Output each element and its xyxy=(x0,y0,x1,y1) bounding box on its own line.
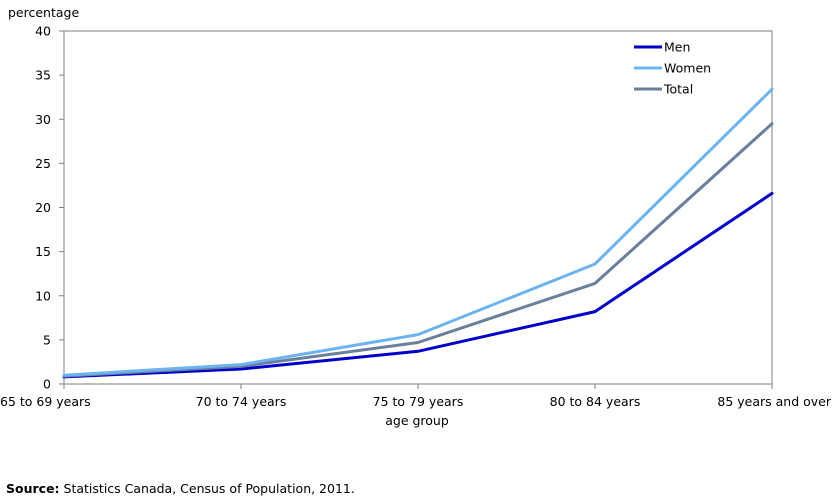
y-tick-label: 40 xyxy=(35,24,51,39)
x-axis-title: age group xyxy=(385,413,449,428)
series-line-men xyxy=(62,191,774,379)
y-tick-label: 10 xyxy=(35,288,51,303)
x-tick-label: 85 years and over xyxy=(717,394,831,409)
y-tick-label: 25 xyxy=(35,156,51,171)
source-text: Statistics Canada, Census of Population,… xyxy=(63,481,355,496)
y-tick-label: 35 xyxy=(35,68,51,83)
x-tick-label: 70 to 74 years xyxy=(196,394,287,409)
y-tick-label: 30 xyxy=(35,112,51,127)
y-tick-label: 20 xyxy=(35,200,51,215)
y-tick-label: 0 xyxy=(43,377,51,392)
series-line-women xyxy=(62,87,774,377)
y-tick-label: 15 xyxy=(35,244,51,259)
line-chart: 0 5 10 15 20 25 30 35 40 65 to 69 years 70 to 74 … xyxy=(0,5,832,428)
x-tick-label: 75 to 79 years xyxy=(373,394,464,409)
x-tick-label: 65 to 69 years xyxy=(0,394,91,409)
x-tick-label: 80 to 84 years xyxy=(550,394,641,409)
legend-label-men: Men xyxy=(664,40,690,55)
y-axis-title: percentage xyxy=(8,5,79,20)
series-line-total xyxy=(62,122,774,378)
y-tick-label: 5 xyxy=(43,332,51,347)
source-note: Source: Statistics Canada, Census of Pop… xyxy=(6,481,355,496)
source-label: Source: xyxy=(6,481,60,496)
legend-label-women: Women xyxy=(664,61,711,76)
legend-label-total: Total xyxy=(663,82,693,97)
